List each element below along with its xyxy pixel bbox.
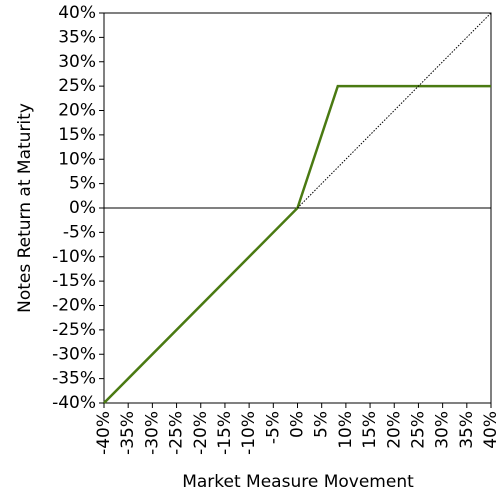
y-tick-label: -35% bbox=[52, 369, 96, 389]
x-tick-label: -20% bbox=[191, 411, 211, 455]
y-tick-label: -30% bbox=[52, 344, 96, 364]
y-tick-label: -10% bbox=[52, 247, 96, 267]
x-tick-label: 25% bbox=[408, 411, 428, 449]
y-tick-label: -15% bbox=[52, 271, 96, 291]
series-line bbox=[297, 12, 492, 209]
x-tick-label: 15% bbox=[360, 411, 380, 449]
x-tick-label: 35% bbox=[457, 411, 477, 449]
y-tick-label: 35% bbox=[58, 27, 96, 47]
y-tick-label: 10% bbox=[58, 149, 96, 169]
x-tick-label: -10% bbox=[239, 411, 259, 455]
x-tick-label: -5% bbox=[263, 411, 283, 444]
x-tick-label: 0% bbox=[288, 411, 308, 438]
x-tick-label: 30% bbox=[433, 411, 453, 449]
y-tick-label: -25% bbox=[52, 320, 96, 340]
y-tick-label: 25% bbox=[58, 76, 96, 96]
y-tick-label: 0% bbox=[69, 198, 96, 218]
y-tick-label: 5% bbox=[69, 174, 96, 194]
x-tick-label: -40% bbox=[94, 411, 114, 455]
x-tick-label: -30% bbox=[142, 411, 162, 455]
x-tick-label: 20% bbox=[384, 411, 404, 449]
x-tick-label: 10% bbox=[336, 411, 356, 449]
x-tick-label: -25% bbox=[167, 411, 187, 455]
y-tick-label: -5% bbox=[63, 222, 96, 242]
x-axis-label: Market Measure Movement bbox=[182, 472, 414, 492]
x-tick-label: -15% bbox=[215, 411, 235, 455]
y-tick-label: 15% bbox=[58, 125, 96, 145]
y-tick-label: 30% bbox=[58, 52, 96, 72]
y-axis-label: Notes Return at Maturity bbox=[15, 103, 35, 313]
x-tick-label: 40% bbox=[481, 411, 500, 449]
y-tick-label: -40% bbox=[52, 393, 96, 413]
x-tick-label: 5% bbox=[312, 411, 332, 438]
series-line bbox=[103, 84, 491, 404]
y-tick-label: 20% bbox=[58, 101, 96, 121]
y-tick-label: 40% bbox=[58, 3, 96, 23]
y-tick-label: -20% bbox=[52, 296, 96, 316]
x-tick-label: -35% bbox=[118, 411, 138, 455]
